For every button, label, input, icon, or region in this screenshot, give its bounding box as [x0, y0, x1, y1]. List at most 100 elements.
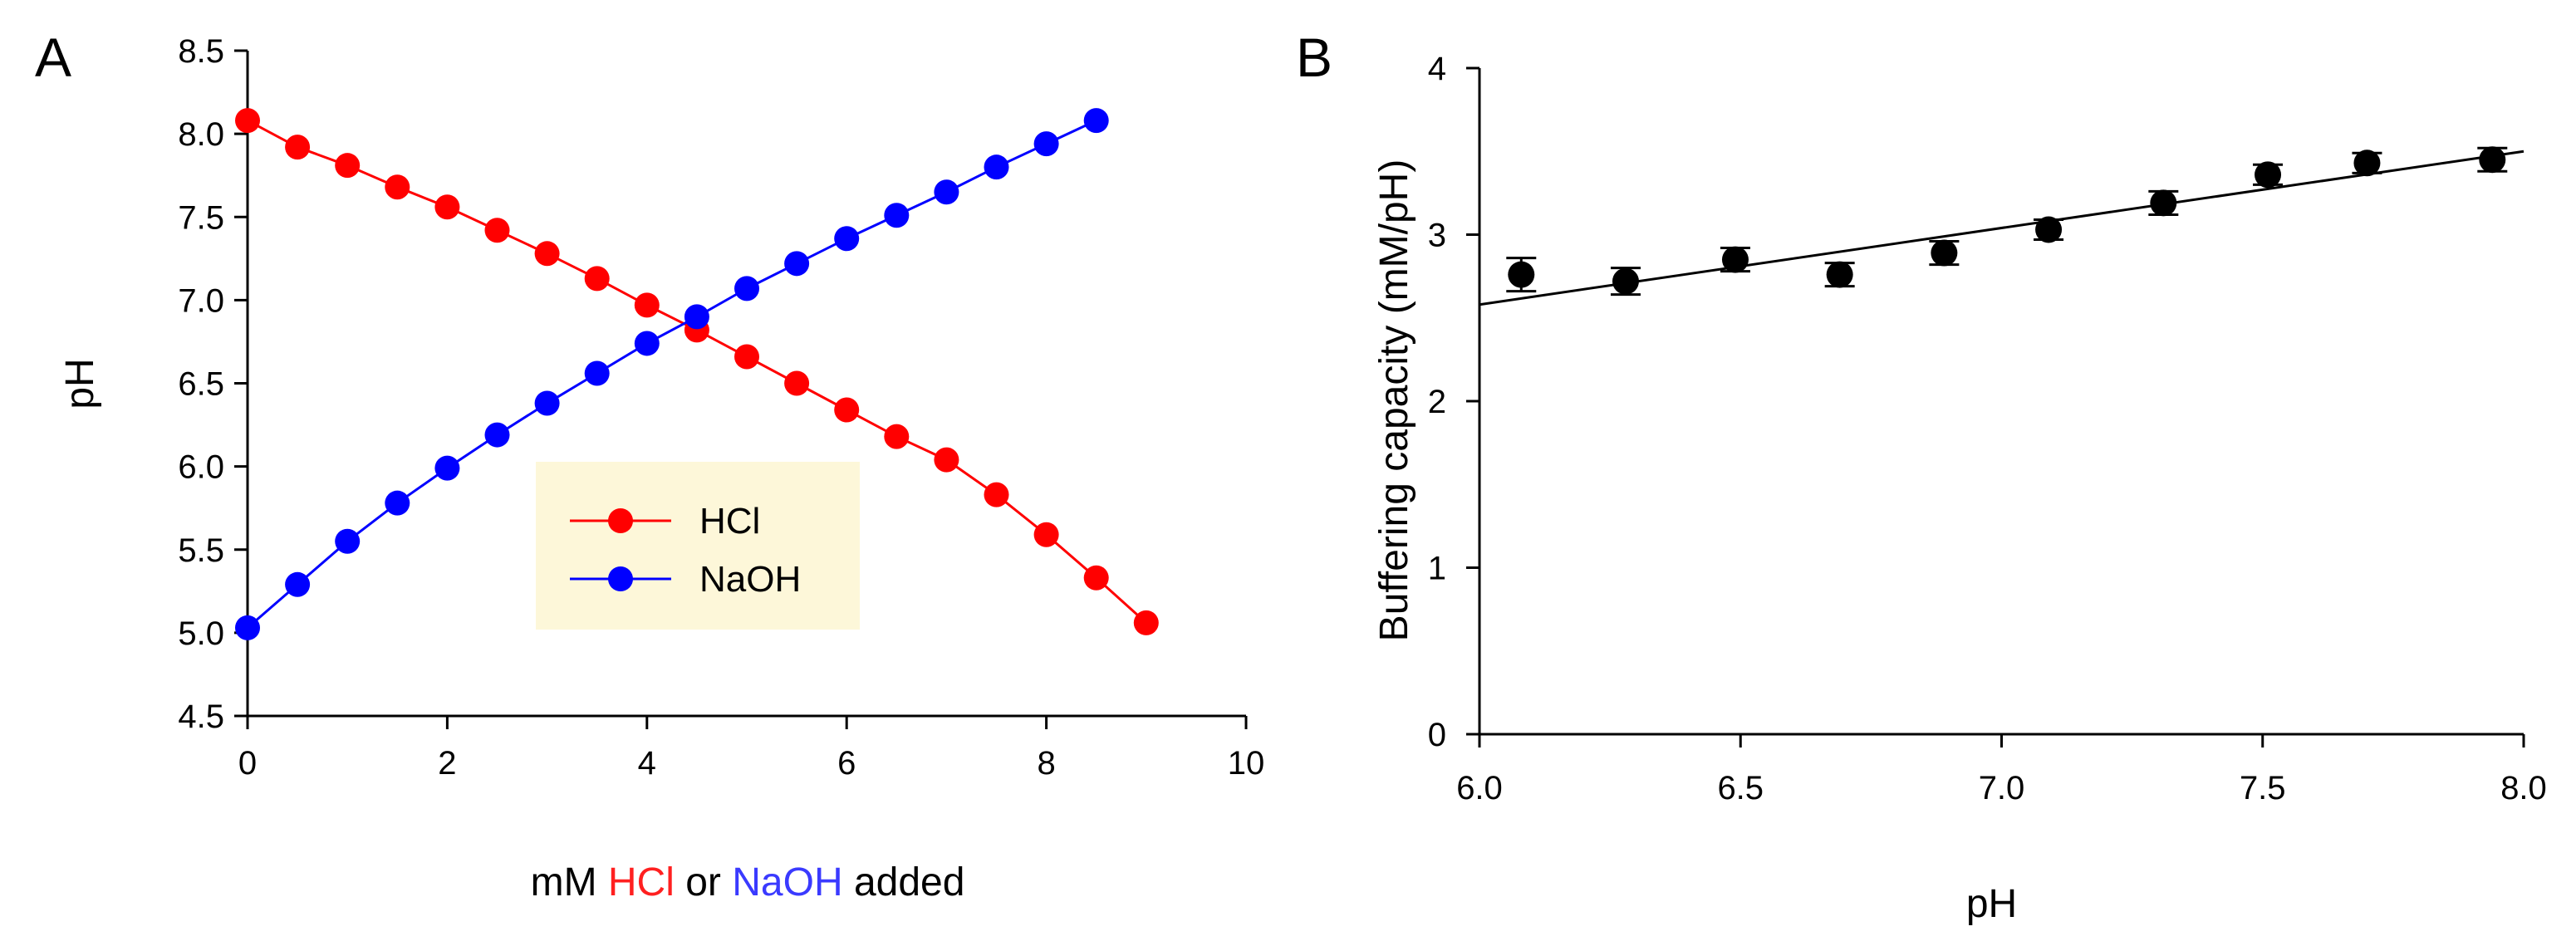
panel-a-y-axis-title: pH	[58, 358, 102, 409]
data-point	[2150, 189, 2177, 217]
data-point-naoh	[534, 390, 560, 416]
panel-a-legend: HCl NaOH	[536, 462, 860, 630]
y-tick-label: 4.5	[178, 698, 224, 735]
data-point-hcl	[1133, 610, 1159, 635]
data-point-naoh	[684, 304, 709, 330]
y-tick-label: 7.5	[178, 199, 224, 236]
data-point-hcl	[634, 292, 660, 318]
x-axis-title-part: NaOH	[732, 860, 842, 904]
y-tick-label: 0	[1428, 717, 1446, 753]
panel-b-y-axis-title: Buffering capacity (mM/pH)	[1372, 159, 1416, 642]
x-axis-title-part: or	[675, 860, 732, 904]
x-tick-label: 6.0	[1456, 770, 1503, 806]
data-point-group	[1929, 239, 1960, 267]
data-point-hcl	[984, 482, 1009, 507]
x-tick-label: 6	[837, 745, 856, 782]
x-tick-label: 6.5	[1717, 770, 1764, 806]
data-point-naoh	[834, 226, 860, 252]
legend-label-naoh: NaOH	[699, 559, 801, 600]
data-point	[1508, 261, 1535, 288]
data-point-hcl	[1033, 522, 1059, 547]
x-axis-title-part: HCl	[608, 860, 675, 904]
data-point-hcl	[584, 266, 610, 292]
panel-b-x-axis-title: pH	[1966, 882, 2017, 926]
data-point-naoh	[934, 179, 959, 205]
y-tick-label: 6.5	[178, 366, 224, 403]
data-point-group	[2148, 189, 2179, 217]
series-hcl	[235, 108, 1159, 635]
regression-line	[1479, 149, 2524, 306]
x-tick-label: 7.5	[2240, 770, 2286, 806]
data-point-naoh	[235, 615, 260, 640]
panel-b-series	[1506, 146, 2508, 297]
panel-b-axes	[1466, 66, 2525, 747]
x-tick-label: 10	[1228, 745, 1265, 782]
legend-background	[536, 462, 860, 630]
panel-b-chart: B 0 1 2 3 4 6.0 6.5 7.0 7.5 8.0 Buffering capacit…	[1296, 27, 2547, 926]
y-tick-label: 5.0	[178, 615, 224, 652]
data-point	[2479, 146, 2506, 174]
legend-marker-hcl	[608, 508, 633, 533]
data-point-group	[2477, 146, 2508, 174]
y-tick-label: 4	[1428, 51, 1446, 87]
legend-label-hcl: HCl	[699, 501, 760, 542]
data-point-hcl	[734, 344, 759, 370]
data-point	[1826, 261, 1853, 288]
y-tick-label: 2	[1428, 384, 1446, 420]
legend-marker-naoh	[608, 566, 633, 591]
data-point-hcl	[484, 218, 510, 243]
data-point-naoh	[285, 571, 311, 597]
series-naoh	[235, 108, 1109, 640]
data-point-group	[1506, 257, 1537, 293]
data-point-naoh	[335, 528, 361, 554]
data-point-naoh	[884, 203, 910, 228]
data-point-hcl	[285, 135, 311, 160]
data-point-hcl	[385, 174, 410, 200]
data-point-naoh	[1033, 131, 1059, 157]
x-tick-label: 4	[638, 745, 656, 782]
y-tick-label: 3	[1428, 218, 1446, 254]
data-point-hcl	[335, 153, 361, 179]
data-point-hcl	[784, 370, 810, 396]
data-point-naoh	[734, 276, 759, 301]
panel-a-x-axis-title: mM HCl or NaOH added	[531, 860, 965, 904]
y-tick-label: 6.0	[178, 449, 224, 486]
data-point-hcl	[534, 241, 560, 267]
data-point-naoh	[634, 331, 660, 356]
y-tick-label: 7.0	[178, 282, 224, 319]
data-point-group	[2253, 161, 2284, 189]
data-point-naoh	[984, 154, 1009, 180]
data-point-naoh	[584, 360, 610, 386]
data-point-hcl	[434, 194, 460, 220]
panel-b-label: B	[1296, 27, 1332, 88]
panel-b-fit-line	[1479, 149, 2524, 306]
data-point-naoh	[1083, 108, 1109, 134]
data-point	[1721, 246, 1749, 273]
data-point-hcl	[235, 108, 260, 134]
data-point-naoh	[784, 251, 810, 277]
data-point-hcl	[884, 424, 910, 449]
data-point	[2255, 161, 2282, 189]
data-point	[2035, 216, 2063, 243]
x-tick-label: 7.0	[1979, 770, 2025, 806]
panel-b-tick-labels: 0 1 2 3 4 6.0 6.5 7.0 7.5 8.0	[1428, 51, 2547, 806]
data-point-hcl	[934, 447, 959, 473]
data-point-naoh	[484, 422, 510, 448]
x-tick-label: 8	[1037, 745, 1055, 782]
data-point-group	[2352, 149, 2382, 177]
data-point	[1931, 239, 1958, 267]
data-point-naoh	[385, 490, 410, 516]
x-axis-title-part: added	[843, 860, 965, 904]
y-tick-label: 8.0	[178, 116, 224, 153]
data-point	[1612, 267, 1639, 295]
data-point-group	[1824, 261, 1855, 288]
panel-a-label: A	[35, 27, 71, 88]
data-point-group	[1720, 246, 1750, 273]
data-point-hcl	[834, 397, 860, 423]
data-point-group	[1610, 267, 1641, 297]
panel-a-tick-labels: 4.5 5.0 5.5 6.0 6.5 7.0 7.5 8.0 8.5 0 2 4 6 8 10	[178, 33, 1264, 782]
data-point-group	[2034, 216, 2064, 243]
x-tick-label: 2	[438, 745, 456, 782]
